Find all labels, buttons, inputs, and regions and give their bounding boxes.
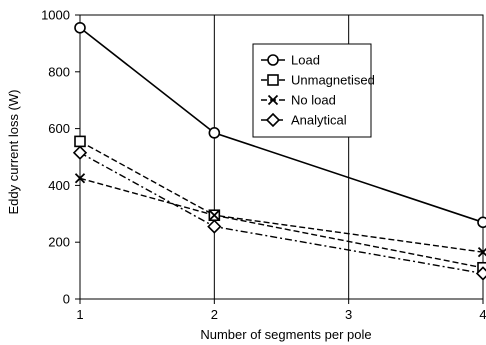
y-tick-label: 200 — [48, 235, 70, 250]
series-line-unmagnetised — [79, 140, 484, 269]
data-point-no-load — [477, 247, 486, 258]
marker-stroke — [267, 94, 279, 106]
legend-marker-analytical — [265, 112, 281, 128]
y-tick-label: 1000 — [41, 8, 70, 23]
x-tick-label: 1 — [76, 307, 83, 322]
data-point-analytical — [475, 266, 486, 281]
y-tick-label: 0 — [63, 292, 70, 307]
data-point-load — [208, 127, 221, 139]
y-axis-label: Eddy current loss (W) — [6, 90, 21, 215]
legend-label-unmagnetised: Unmagnetised — [291, 73, 375, 88]
legend-marker-unmagnetised — [267, 74, 279, 86]
x-tick-label: 3 — [345, 307, 352, 322]
marker-stroke — [477, 247, 486, 258]
series-layer — [72, 21, 486, 281]
x-tick-label: 4 — [479, 307, 486, 322]
data-point-load — [74, 21, 86, 34]
data-point-load — [477, 216, 486, 229]
data-point-unmagnetised — [74, 135, 86, 148]
legend-label-analytical: Analytical — [291, 113, 347, 128]
y-tick-label: 400 — [48, 178, 70, 193]
x-axis: 1 2 3 4 — [76, 299, 486, 322]
legend-label-no-load: No load — [291, 93, 336, 108]
series-line-no-load — [79, 177, 484, 253]
data-point-analytical — [207, 219, 222, 234]
legend-label-load: Load — [291, 53, 320, 68]
legend-marker-load — [267, 54, 279, 66]
data-point-analytical — [72, 145, 88, 160]
legend: Load Unmagnetised No load Analytical — [252, 43, 375, 138]
y-axis: 0 200 400 600 800 1000 — [41, 8, 80, 307]
y-tick-label: 600 — [48, 121, 70, 136]
legend-marker-no-load — [267, 94, 279, 106]
marker-stroke — [74, 173, 86, 184]
x-axis-label: Number of segments per pole — [200, 327, 371, 342]
y-tick-label: 800 — [48, 64, 70, 79]
data-point-no-load — [74, 173, 86, 184]
x-tick-label: 2 — [211, 307, 218, 322]
marker-stroke — [209, 210, 220, 221]
data-point-no-load — [209, 210, 220, 221]
